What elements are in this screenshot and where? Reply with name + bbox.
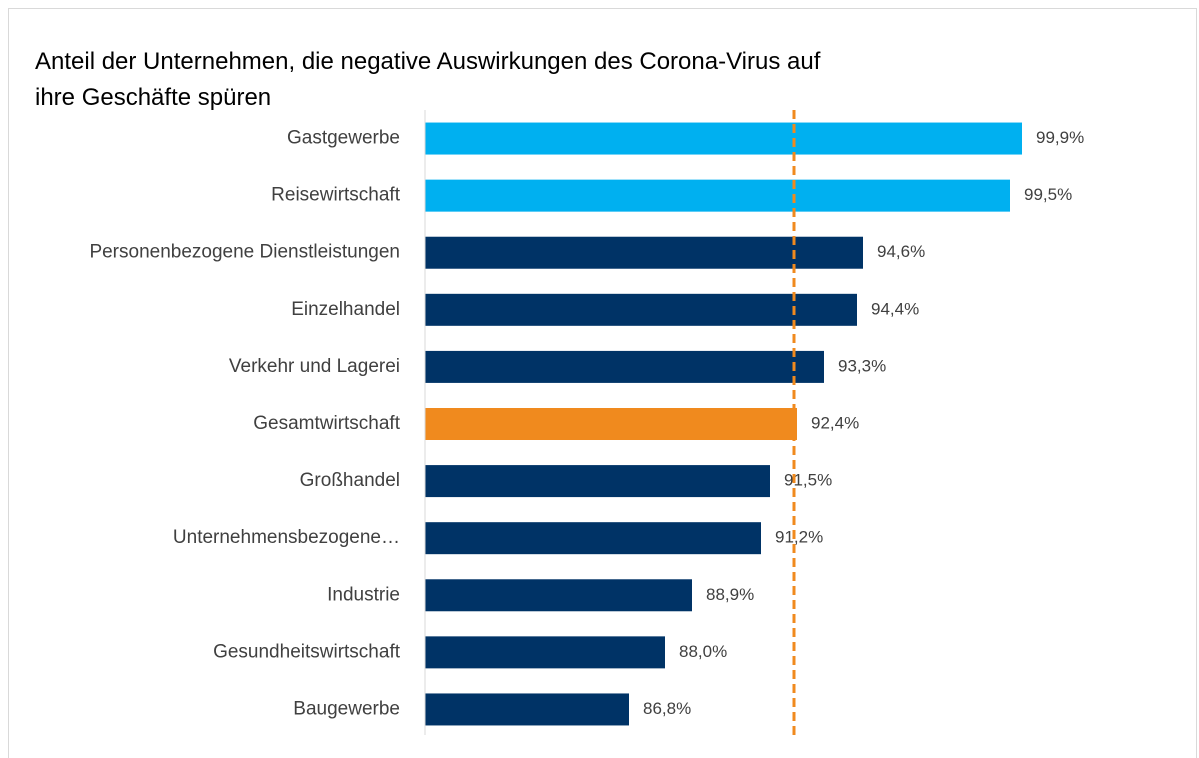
category-label: Reisewirtschaft — [271, 185, 401, 206]
category-label: Verkehr und Lagerei — [229, 356, 400, 377]
bar — [425, 122, 1022, 155]
bar — [425, 408, 797, 440]
bar — [425, 465, 770, 498]
category-label: Großhandel — [300, 470, 400, 491]
category-label: Gesamtwirtschaft — [253, 413, 400, 434]
frame — [8, 8, 1197, 758]
value-label: 91,2% — [775, 528, 823, 547]
bar — [425, 350, 824, 383]
category-label: Gesundheitswirtschaft — [213, 641, 401, 662]
value-label: 94,4% — [871, 299, 919, 318]
category-label: Gastgewerbe — [287, 128, 400, 149]
bar — [425, 293, 857, 326]
chart-title: Anteil der Unternehmen, die negative Aus… — [35, 48, 821, 111]
value-label: 88,9% — [706, 585, 754, 604]
value-label: 86,8% — [643, 699, 691, 718]
bar — [425, 236, 863, 269]
bar — [425, 579, 692, 612]
category-label: Unternehmensbezogene… — [173, 527, 400, 548]
bar — [425, 693, 629, 726]
category-label: Industrie — [327, 584, 400, 605]
value-label: 93,3% — [838, 356, 886, 375]
value-label: 94,6% — [877, 242, 925, 261]
value-label: 92,4% — [811, 413, 859, 432]
value-label: 91,5% — [784, 471, 832, 490]
category-label: Personenbezogene Dienstleistungen — [89, 242, 400, 263]
value-label: 99,5% — [1024, 185, 1072, 204]
category-label: Baugewerbe — [293, 698, 400, 719]
category-label: Einzelhandel — [291, 299, 400, 320]
bar — [425, 522, 761, 555]
value-label: 88,0% — [679, 642, 727, 661]
bar — [425, 636, 665, 669]
bar — [425, 179, 1010, 212]
value-label: 99,9% — [1036, 128, 1084, 147]
